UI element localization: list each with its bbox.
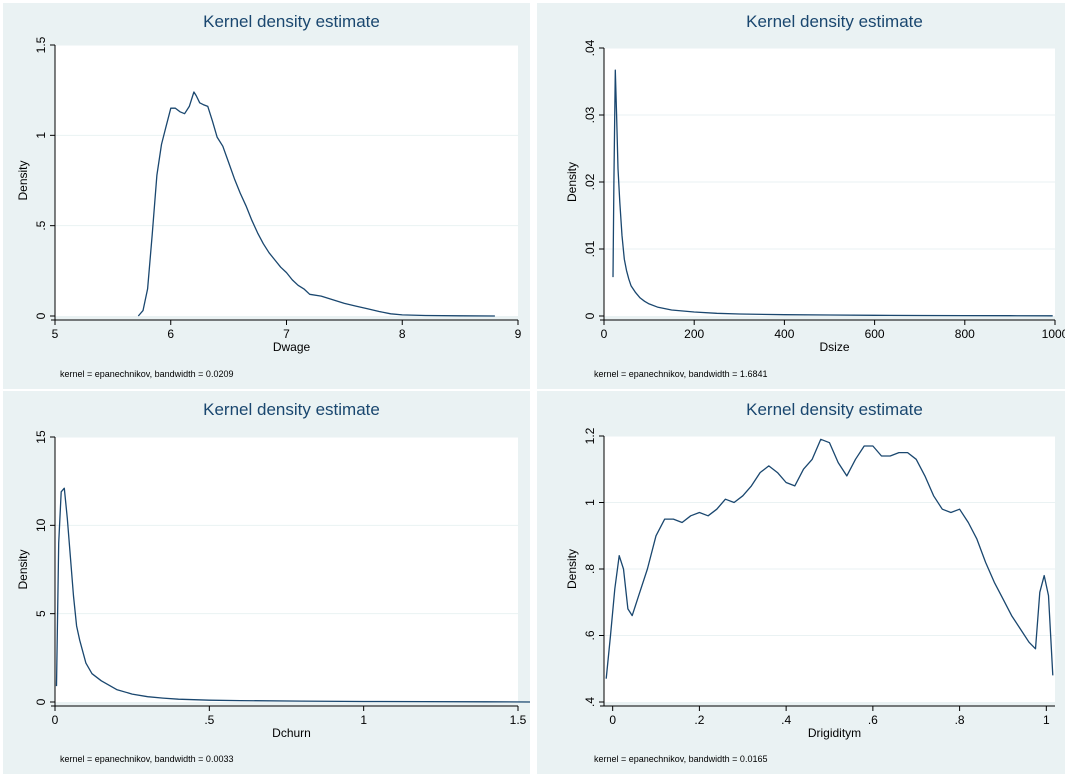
kde-panel-dwage: Kernel density estimate 0 .5 1 1.5 5 6 7 8 9 Dwage… (3, 3, 530, 389)
y-tick-label: .04 (583, 39, 597, 56)
x-tick-label: 600 (865, 327, 885, 341)
x-tick-label: 1.5 (510, 713, 527, 727)
x-tick-label: 200 (684, 327, 704, 341)
y-axis-label: Density (565, 549, 579, 589)
kde-panel-dsize: Kernel density estimate 0 .01 .02 .03 .04 0 200… (537, 3, 1065, 389)
y-tick-label: 0 (34, 312, 48, 319)
y-tick-label: 0 (583, 312, 597, 319)
x-tick-label: .6 (868, 713, 878, 727)
chart-svg-dsize: Kernel density estimate 0 .01 .02 .03 .04 0 200… (565, 12, 1065, 379)
y-axis-label: Density (565, 162, 579, 202)
x-tick-label: 9 (515, 327, 522, 341)
y-tick-label: 1.2 (583, 427, 597, 444)
x-axis-label: Dsize (819, 340, 849, 354)
kernel-note: kernel = epanechnikov, bandwidth = 0.003… (60, 754, 233, 764)
y-tick-label: 15 (34, 430, 48, 444)
y-tick-label: 10 (34, 518, 48, 532)
x-axis-label: Dchurn (272, 726, 311, 740)
density-line-dchurn (55, 487, 530, 703)
chart-title: Kernel density estimate (203, 12, 380, 31)
kernel-note: kernel = epanechnikov, bandwidth = 0.016… (594, 754, 767, 764)
density-line-drigiditym (605, 438, 1054, 679)
x-tick-label: 0 (601, 327, 608, 341)
plot-area (55, 437, 518, 702)
x-tick-label: 1000 (1042, 327, 1065, 341)
y-tick-label: .5 (34, 220, 48, 230)
x-tick-label: 1 (1043, 713, 1050, 727)
x-tick-label: 0 (52, 713, 59, 727)
y-tick-label: .01 (583, 240, 597, 257)
y-tick-label: 0 (34, 698, 48, 705)
density-line-dwage (137, 91, 495, 317)
plot-area (55, 45, 518, 316)
x-axis-label: Dwage (273, 340, 311, 354)
chart-svg-drigiditym: Kernel density estimate .4 .6 .8 1 1.2 0 .2 .4 .6… (565, 400, 1055, 764)
y-tick-label: 1 (34, 132, 48, 139)
x-tick-label: .2 (694, 713, 704, 727)
y-axis-label: Density (16, 160, 30, 200)
y-tick-label: .8 (583, 564, 597, 574)
y-tick-label: 1 (583, 499, 597, 506)
chart-title: Kernel density estimate (203, 400, 380, 419)
y-axis-label: Density (16, 549, 30, 589)
x-tick-label: 1 (360, 713, 367, 727)
chart-svg-dchurn: Kernel density estimate 0 5 10 15 0 .5 1 1.5 Dchu… (16, 400, 530, 764)
kernel-note: kernel = epanechnikov, bandwidth = 0.020… (60, 369, 233, 379)
y-tick-label: .6 (583, 630, 597, 640)
x-tick-label: 800 (955, 327, 975, 341)
x-tick-label: 8 (399, 327, 406, 341)
chart-title: Kernel density estimate (746, 400, 923, 419)
kde-panel-drigiditym: Kernel density estimate .4 .6 .8 1 1.2 0 .2 .4 .6… (537, 391, 1065, 774)
kde-panel-dchurn: Kernel density estimate 0 5 10 15 0 .5 1 1.5 Dchu… (3, 391, 530, 774)
density-line-dsize (612, 69, 1053, 317)
kernel-note: kernel = epanechnikov, bandwidth = 1.684… (594, 369, 767, 379)
x-axis-label: Drigiditym (808, 726, 861, 740)
x-tick-label: 400 (774, 327, 794, 341)
y-tick-label: .02 (583, 173, 597, 190)
chart-title: Kernel density estimate (746, 12, 923, 31)
x-tick-label: .5 (204, 713, 214, 727)
chart-svg-dwage: Kernel density estimate 0 .5 1 1.5 5 6 7 8 9 Dwage… (16, 12, 522, 379)
x-tick-label: 7 (283, 327, 290, 341)
x-tick-label: .8 (955, 713, 965, 727)
x-tick-label: 5 (52, 327, 59, 341)
x-tick-label: 0 (609, 713, 616, 727)
x-tick-label: .4 (781, 713, 791, 727)
y-tick-label: .03 (583, 106, 597, 123)
x-tick-label: 6 (167, 327, 174, 341)
y-tick-label: 5 (34, 610, 48, 617)
y-tick-label: 1.5 (34, 36, 48, 53)
y-tick-label: .4 (583, 697, 597, 707)
